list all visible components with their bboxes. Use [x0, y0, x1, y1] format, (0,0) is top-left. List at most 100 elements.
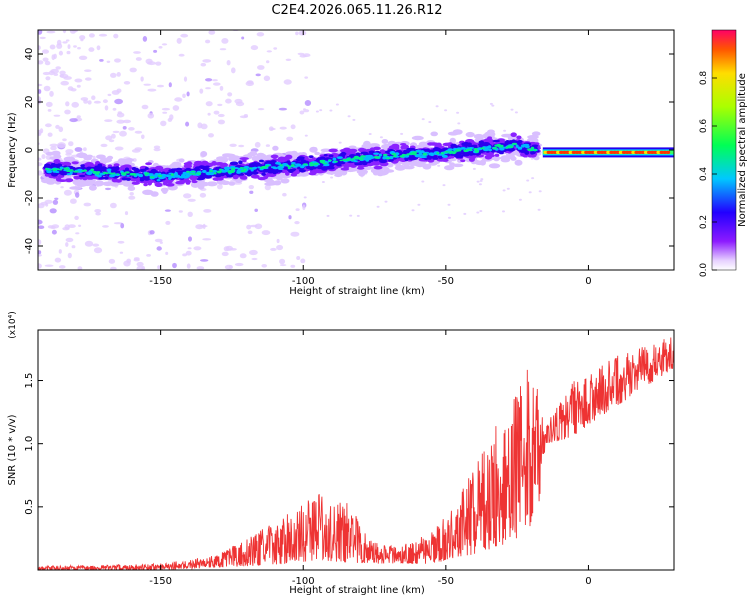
spectral-blob: [242, 159, 247, 163]
tone-peak: [603, 150, 608, 154]
noise-blob: [217, 103, 223, 107]
noise-blob: [169, 114, 174, 121]
spectral-blob: [53, 173, 59, 176]
spectral-blob: [69, 169, 74, 172]
noise-blob: [112, 130, 120, 134]
spectral-blob: [482, 142, 490, 146]
colorbar-tick-label: 0.2: [699, 215, 709, 229]
noise-blob: [185, 250, 192, 256]
spectral-blob: [285, 171, 290, 176]
spectral-blob: [217, 157, 228, 164]
spectral-blob: [388, 158, 394, 162]
x-tick-label: -100: [292, 576, 315, 587]
spectral-blob: [323, 154, 328, 157]
noise-blob: [49, 44, 56, 50]
spectral-blob: [153, 175, 158, 179]
noise-blob: [87, 100, 92, 105]
spectral-blob: [452, 152, 456, 155]
spectral-blob: [309, 164, 314, 167]
spectral-blob: [406, 153, 410, 156]
noise-blob: [65, 242, 69, 247]
tone-peak: [543, 150, 548, 154]
noise-blob: [266, 60, 270, 64]
noise-blob: [92, 243, 100, 247]
spectral-blob: [59, 166, 64, 170]
spectral-blob: [336, 156, 343, 160]
spectral-blob: [400, 143, 407, 146]
noise-blob: [70, 198, 77, 204]
tone-peak: [656, 150, 661, 154]
spectral-blob: [165, 183, 175, 187]
tone-peak: [568, 150, 573, 154]
noise-blob: [276, 244, 284, 251]
spectral-blob: [427, 157, 432, 160]
spectral-blob: [198, 165, 205, 169]
spectral-blob: [168, 169, 174, 172]
spectral-blob: [320, 148, 332, 153]
tone-peak: [612, 150, 617, 154]
noise-blob: [135, 57, 142, 61]
noise-blob: [68, 141, 74, 147]
spectral-blob: [168, 176, 172, 180]
noise-blob: [199, 192, 207, 198]
noise-blob: [112, 107, 117, 111]
noise-blob: [48, 70, 55, 76]
spectral-blob: [455, 151, 464, 155]
noise-blob: [141, 134, 145, 140]
spectral-blob: [444, 151, 450, 153]
spectral-blob: [438, 155, 444, 160]
spectral-blob: [182, 175, 189, 179]
spectral-blob: [80, 164, 85, 168]
spectral-blob: [461, 142, 466, 146]
spectral-blob: [333, 170, 345, 176]
noise-blob: [38, 239, 42, 246]
spectral-blob: [360, 155, 365, 158]
noise-blob: [54, 257, 62, 263]
noise-blob: [50, 146, 57, 151]
noise-blob: [299, 110, 305, 115]
x-tick-label: 0: [585, 276, 591, 287]
spectral-blob: [286, 160, 291, 164]
spectral-blob: [174, 174, 178, 178]
spectral-blob: [378, 153, 382, 157]
noise-blob: [223, 246, 230, 252]
noise-blob: [67, 252, 72, 259]
spectral-blob: [487, 145, 492, 149]
noise-blob: [76, 84, 81, 88]
noise-blob: [99, 59, 104, 62]
spectral-blob: [221, 162, 228, 168]
noise-blob: [207, 112, 211, 116]
spectral-blob: [86, 154, 93, 158]
spectral-blob: [449, 137, 456, 144]
colorbar-label: Normalized spectral amplitude: [737, 73, 748, 227]
noise-blob: [294, 221, 300, 225]
noise-blob: [356, 214, 360, 217]
noise-blob: [123, 81, 131, 85]
noise-blob: [85, 77, 92, 81]
tone-peak: [609, 150, 614, 154]
spectral-blob: [157, 174, 163, 178]
spectral-blob: [332, 157, 337, 161]
tone-peak: [606, 150, 611, 154]
noise-blob: [110, 72, 117, 78]
noise-blob: [276, 238, 280, 244]
spectral-blob: [76, 152, 88, 159]
spectral-blob: [382, 153, 388, 157]
spectral-blob: [229, 170, 235, 173]
noise-blob: [65, 39, 70, 42]
noise-blob: [65, 152, 72, 156]
spectral-blob: [83, 169, 87, 171]
spectral-blob: [309, 162, 314, 165]
noise-blob: [279, 264, 287, 267]
noise-blob: [213, 110, 220, 115]
spectral-blob: [239, 157, 249, 161]
spectral-blob: [286, 164, 290, 167]
spectral-blob: [133, 167, 140, 172]
noise-blob: [66, 50, 71, 55]
spectral-blob: [45, 167, 49, 170]
noise-blob: [186, 91, 190, 97]
noise-blob: [315, 110, 319, 113]
noise-blob: [528, 191, 532, 194]
spectral-blob: [322, 162, 328, 165]
